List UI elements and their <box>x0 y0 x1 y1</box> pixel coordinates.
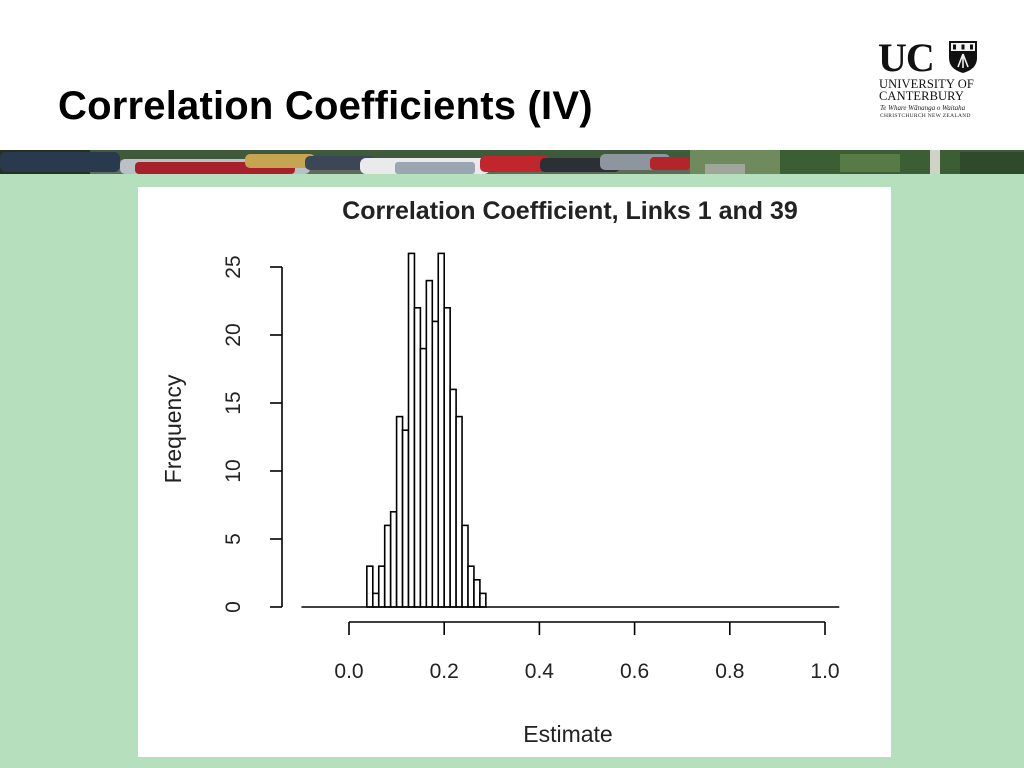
logo-line-maori: Te Whare Wānanga o Waitaha <box>880 104 966 112</box>
logo-line-canterbury: CANTERBURY <box>879 89 965 103</box>
y-tick-label: 10 <box>222 459 245 482</box>
y-axis: 0 5 10 15 20 25 <box>222 255 283 613</box>
slide-header: Correlation Coefficients (IV) UC UNIVERS… <box>0 0 1024 150</box>
x-tick-label: 1.0 <box>810 660 839 683</box>
histogram-bar <box>443 307 451 608</box>
histogram-bar <box>401 429 410 608</box>
x-axis-label: Estimate <box>523 721 612 747</box>
y-tick-label: 0 <box>222 601 245 613</box>
histogram-bar <box>425 279 434 608</box>
x-tick-label: 0.2 <box>430 660 459 683</box>
histogram-bar <box>395 415 404 608</box>
histogram-bar <box>366 565 374 608</box>
histogram-chart: Correlation Coefficient, Links 1 and 39 … <box>160 197 840 747</box>
slide-title: Correlation Coefficients (IV) <box>58 84 593 128</box>
logo-line-university: UNIVERSITY OF <box>879 77 974 91</box>
histogram-bar <box>473 578 481 608</box>
y-tick-label: 25 <box>222 255 245 278</box>
x-axis: 0.0 0.2 0.4 0.6 0.8 1.0 <box>334 621 840 683</box>
histogram-bar <box>461 524 469 608</box>
histogram-bar <box>372 592 380 608</box>
histogram-bar <box>413 307 422 608</box>
x-tick-label: 0.4 <box>525 660 555 683</box>
logo-line-location: CHRISTCHURCH NEW ZEALAND <box>880 113 971 119</box>
histogram-bars <box>366 252 487 608</box>
histogram-bar <box>419 347 428 608</box>
x-tick-label: 0.0 <box>334 660 363 683</box>
y-axis-label: Frequency <box>160 374 186 483</box>
y-tick-label: 15 <box>222 391 245 414</box>
histogram-bar <box>479 592 487 608</box>
histogram-bar <box>449 388 457 608</box>
x-tick-label: 0.8 <box>715 660 744 683</box>
logo-letters: UC <box>878 35 935 80</box>
histogram-bar <box>389 510 398 608</box>
histogram-bar <box>383 524 392 608</box>
histogram-bar <box>467 565 475 608</box>
histogram-bar <box>455 415 463 608</box>
y-tick-label: 5 <box>222 533 245 545</box>
chart-title: Correlation Coefficient, Links 1 and 39 <box>342 197 798 225</box>
photo-banner <box>0 150 1024 174</box>
histogram-bar <box>407 252 416 608</box>
histogram-bar <box>437 252 445 608</box>
university-logo: UC UNIVERSITY OF CANTERBURY Te Whare Wān… <box>876 38 984 120</box>
histogram-bar <box>377 565 386 608</box>
x-tick-label: 0.6 <box>620 660 649 683</box>
chart-panel: Correlation Coefficient, Links 1 and 39 … <box>138 187 891 757</box>
histogram-bar <box>431 320 440 608</box>
y-tick-label: 20 <box>222 323 245 346</box>
shield-icon <box>949 41 977 73</box>
